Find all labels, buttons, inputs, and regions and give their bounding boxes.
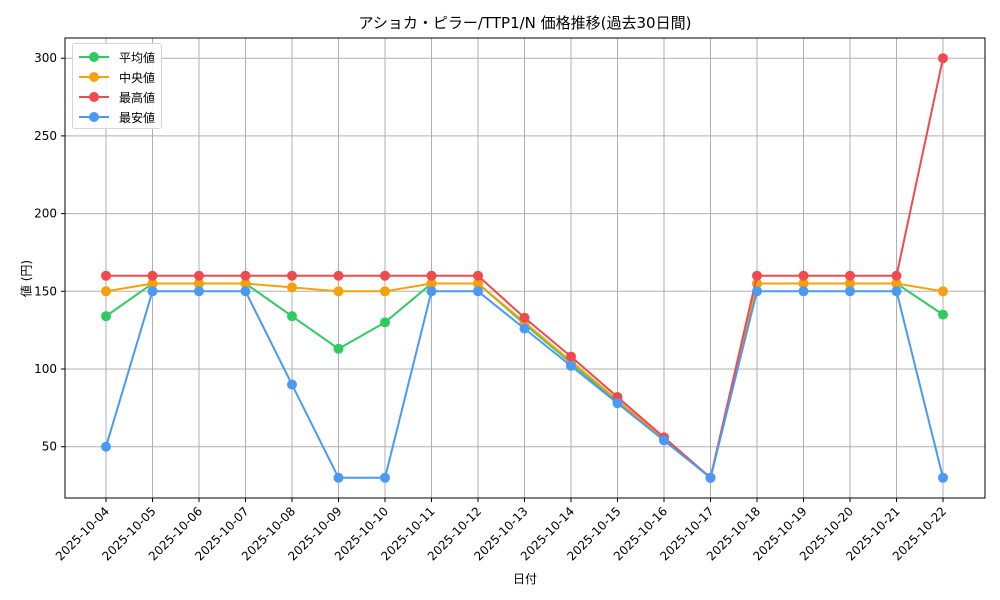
data-point xyxy=(705,472,716,483)
svg-text:300: 300 xyxy=(34,51,57,65)
svg-text:150: 150 xyxy=(34,284,57,298)
data-point xyxy=(938,286,948,297)
data-point xyxy=(287,311,297,322)
data-point xyxy=(798,278,809,289)
data-point xyxy=(891,286,902,297)
x-axis-ticks: 2025-10-042025-10-052025-10-062025-10-07… xyxy=(53,498,949,563)
data-point xyxy=(473,286,483,297)
legend-label: 中央値 xyxy=(119,71,156,85)
data-point xyxy=(101,311,111,322)
data-point xyxy=(845,286,855,297)
data-point xyxy=(380,472,390,483)
data-point xyxy=(240,286,251,297)
data-point xyxy=(101,441,111,452)
data-point xyxy=(566,360,576,371)
legend-item-min: 最安値 xyxy=(79,107,159,127)
x-axis-label: 日付 xyxy=(512,572,537,586)
data-point xyxy=(845,278,855,289)
data-point xyxy=(101,270,111,281)
series-line xyxy=(101,286,948,483)
data-point xyxy=(147,286,158,297)
data-point xyxy=(519,312,530,323)
data-point xyxy=(891,270,902,281)
data-point xyxy=(938,53,948,64)
data-point xyxy=(240,270,251,281)
legend-marker-icon xyxy=(89,72,99,82)
data-point xyxy=(752,286,762,297)
legend-item-median: 中央値 xyxy=(79,67,159,87)
data-point xyxy=(798,286,809,297)
data-point xyxy=(612,398,623,409)
data-point xyxy=(194,270,204,281)
data-point xyxy=(380,317,390,328)
data-point xyxy=(798,270,809,281)
data-point xyxy=(147,278,158,289)
svg-text:50: 50 xyxy=(42,440,57,454)
svg-text:250: 250 xyxy=(34,129,57,143)
data-point xyxy=(426,286,437,297)
legend-label: 最安値 xyxy=(119,111,156,125)
grid xyxy=(65,38,985,498)
legend-marker-icon xyxy=(89,112,99,122)
chart-title: アショカ・ピラー/TTP1/N 価格推移(過去30日間) xyxy=(358,14,692,32)
data-point xyxy=(333,286,344,297)
data-point xyxy=(287,270,297,281)
data-point xyxy=(101,286,111,297)
data-point xyxy=(659,435,669,446)
legend: 平均値 中央値 最高値 最安値 xyxy=(72,43,162,129)
data-point xyxy=(333,343,344,354)
legend-label: 最高値 xyxy=(119,91,156,105)
data-point xyxy=(752,270,762,281)
data-point xyxy=(473,278,483,289)
data-point xyxy=(380,286,390,297)
data-point xyxy=(287,379,297,390)
data-point xyxy=(845,270,855,281)
data-point xyxy=(194,286,204,297)
data-point xyxy=(891,278,902,289)
y-axis-ticks: 50 100 150 200 250 300 xyxy=(34,51,65,454)
data-point xyxy=(240,278,251,289)
data-point xyxy=(426,278,437,289)
y-axis-label: 値 (円) xyxy=(19,259,34,298)
data-point xyxy=(147,270,158,281)
legend-marker-icon xyxy=(89,92,99,102)
data-point xyxy=(380,270,390,281)
legend-label: 平均値 xyxy=(119,51,156,65)
data-point xyxy=(426,270,437,281)
legend-item-max: 最高値 xyxy=(79,87,159,107)
legend-item-mean: 平均値 xyxy=(79,47,159,67)
legend-marker-icon xyxy=(89,52,99,62)
data-point xyxy=(287,282,297,293)
svg-text:100: 100 xyxy=(34,362,57,376)
data-point xyxy=(194,278,204,289)
data-point xyxy=(519,323,530,334)
data-point xyxy=(473,270,483,281)
data-point xyxy=(938,309,948,320)
data-point xyxy=(566,351,576,362)
data-point xyxy=(333,270,344,281)
series-line xyxy=(101,53,948,483)
svg-text:200: 200 xyxy=(34,207,57,221)
data-point xyxy=(333,472,344,483)
data-point xyxy=(938,472,948,483)
